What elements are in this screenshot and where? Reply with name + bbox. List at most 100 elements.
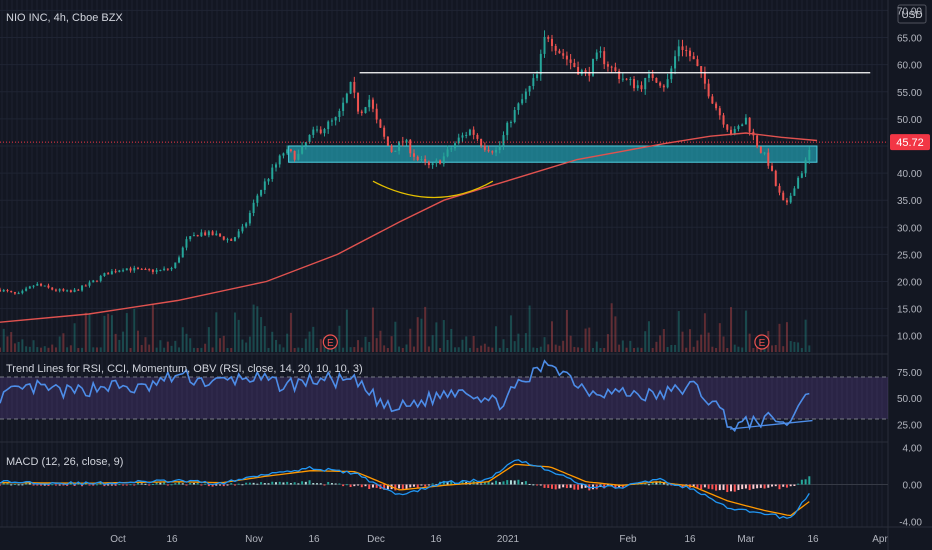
- macd-histogram-bar: [700, 484, 703, 490]
- volume-bar: [521, 347, 524, 352]
- candle-body: [487, 149, 490, 152]
- candle-body: [517, 103, 520, 111]
- price-tick-label: 35.00: [897, 196, 922, 207]
- candle-body: [178, 257, 181, 263]
- candle-body: [192, 235, 195, 237]
- macd-histogram-bar: [278, 481, 281, 485]
- macd-histogram-bar: [446, 481, 449, 485]
- volume-bar: [726, 347, 729, 352]
- macd-histogram-bar: [159, 482, 162, 485]
- candle-body: [513, 110, 516, 123]
- candle-body: [543, 36, 546, 54]
- macd-histogram-bar: [129, 484, 132, 486]
- earnings-marker-label: E: [759, 338, 766, 349]
- volume-bar: [383, 345, 386, 352]
- volume-bar: [450, 328, 453, 352]
- volume-bar: [748, 333, 751, 352]
- volume-bar: [409, 328, 412, 352]
- candle-body: [163, 268, 166, 270]
- candle-body: [621, 78, 624, 80]
- volume-bar: [189, 338, 192, 352]
- volume-bar: [491, 347, 494, 352]
- macd-histogram-bar: [66, 484, 69, 486]
- macd-histogram-bar: [782, 484, 785, 487]
- support-zone[interactable]: [288, 145, 818, 163]
- candle-body: [103, 273, 106, 277]
- candle-body: [159, 269, 162, 271]
- volume-bar: [636, 347, 639, 352]
- candle-body: [431, 163, 434, 166]
- macd-histogram-bar: [752, 484, 755, 489]
- volume-bar: [241, 339, 244, 352]
- volume-bar: [405, 344, 408, 352]
- macd-histogram-bar: [316, 483, 319, 485]
- candle-body: [644, 77, 647, 90]
- candle-body: [468, 129, 471, 135]
- volume-bar: [170, 345, 173, 352]
- candle-body: [349, 81, 352, 94]
- candle-body: [677, 46, 680, 57]
- macd-histogram-bar: [21, 484, 24, 486]
- candle-body: [450, 148, 453, 150]
- macd-histogram-bar: [107, 484, 110, 486]
- candle-body: [181, 247, 184, 258]
- volume-bar: [681, 331, 684, 352]
- macd-axis-labels: 4.00 0.00 -4.00: [899, 444, 922, 529]
- volume-bar: [267, 347, 270, 352]
- earnings-marker-label: E: [327, 338, 334, 349]
- volume-bar: [99, 347, 102, 352]
- candle-body: [129, 268, 132, 271]
- volume-bar: [6, 336, 9, 352]
- candle-body: [245, 223, 248, 227]
- candle-body: [562, 53, 565, 56]
- macd-histogram-bar: [562, 484, 565, 488]
- macd-histogram-bar: [144, 483, 147, 485]
- macd-histogram-bar: [789, 484, 792, 487]
- candle-body: [133, 267, 136, 271]
- macd-histogram-bar: [327, 481, 330, 485]
- volume-bar: [666, 347, 669, 352]
- volume-bar: [480, 345, 483, 352]
- candle-body: [219, 233, 222, 237]
- macd-histogram-bar: [237, 483, 240, 485]
- volume-bar: [107, 313, 110, 352]
- candle-body: [252, 202, 255, 214]
- volume-bar: [215, 312, 218, 352]
- last-price-badge: [890, 134, 930, 151]
- macd-histogram-bar: [401, 484, 404, 490]
- time-tick-label: Feb: [619, 534, 637, 545]
- volume-bar: [237, 319, 240, 352]
- candle-body: [771, 165, 774, 171]
- rsi-divergence-line[interactable]: [729, 419, 813, 430]
- volume-bar: [771, 345, 774, 352]
- candle-body: [237, 231, 240, 238]
- candle-body: [592, 59, 595, 76]
- candle-body: [293, 151, 296, 160]
- price-axis[interactable]: USD: [897, 4, 927, 24]
- candle-body: [785, 200, 788, 203]
- volume-bar: [550, 321, 553, 352]
- macd-histogram-bar: [696, 484, 699, 489]
- volume-bar: [506, 347, 509, 352]
- macd-histogram-bar: [338, 483, 341, 485]
- volume-bar: [13, 343, 16, 352]
- volume-bar: [230, 348, 233, 352]
- volume-bar: [700, 334, 703, 352]
- macd-histogram-bar: [666, 484, 669, 486]
- volume-bar: [386, 347, 389, 352]
- rounded-bottom-arc[interactable]: [372, 180, 494, 199]
- candle-body: [524, 91, 527, 100]
- volume-bar: [222, 335, 225, 352]
- time-axis-labels[interactable]: Oct 16 Nov 16 Dec 16 2021 Feb 16 Mar 16 Apr: [110, 534, 888, 545]
- macd-pane[interactable]: [0, 459, 888, 520]
- macd-histogram-bar: [174, 483, 177, 485]
- macd-histogram-bar: [181, 483, 184, 485]
- last-price-label: 45.72: [896, 137, 924, 149]
- rsi-pane[interactable]: [0, 359, 888, 433]
- macd-histogram-bar: [226, 484, 229, 486]
- time-tick-label: Dec: [367, 534, 385, 545]
- volume-bar: [36, 347, 39, 352]
- macd-histogram-bar: [122, 484, 125, 486]
